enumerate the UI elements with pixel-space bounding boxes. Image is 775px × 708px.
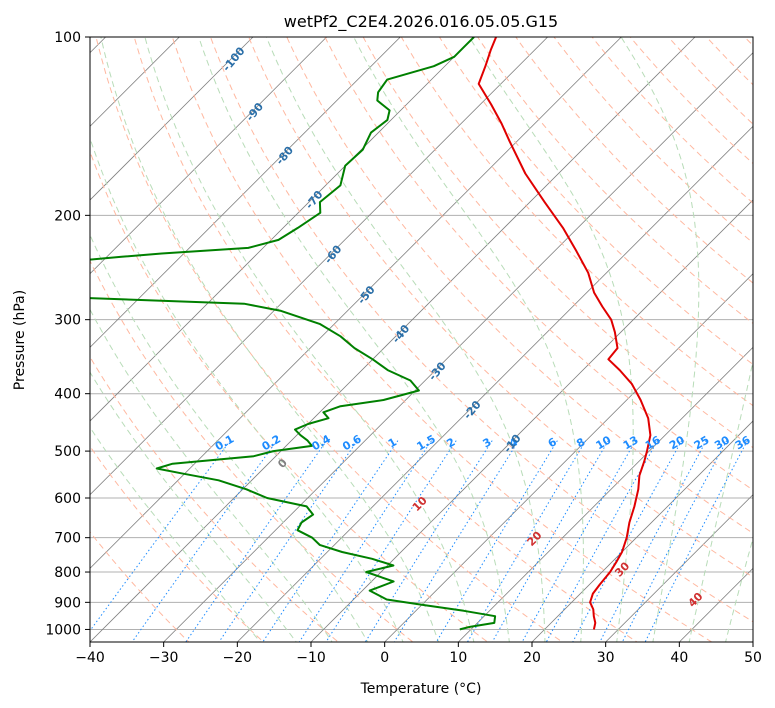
y-tick-label: 300: [54, 313, 81, 329]
dry-adiabat-line: [438, 37, 753, 366]
y-tick-label: 900: [54, 595, 81, 611]
x-tick-label: −10: [296, 650, 326, 666]
moist-adiabat-line: [725, 536, 753, 642]
moist-adiabat-line: [90, 426, 261, 642]
isotherm-line: [384, 273, 753, 642]
x-tick-label: 10: [449, 650, 467, 666]
chart-title: wetPf2_C2E4.2026.016.05.05.G15: [284, 12, 558, 32]
y-tick-label: 100: [54, 30, 81, 46]
isotherm-line: [90, 37, 622, 569]
mixing-ratio-line: [435, 440, 558, 642]
moist-adiabat-line: [265, 37, 546, 642]
x-tick-label: 30: [597, 650, 615, 666]
dry-adiabat-line: [629, 37, 753, 165]
dry-adiabat-line: [90, 259, 414, 642]
isotherm-line: [531, 420, 753, 642]
isotherm-line: [90, 37, 254, 201]
moist-adiabat-line: [353, 37, 584, 642]
sounding-traces: [90, 37, 652, 631]
mixing-ratio-line: [185, 440, 328, 642]
isotherm-line: [90, 37, 475, 422]
plot-frame: [89, 36, 754, 643]
x-tick-label: 50: [744, 650, 762, 666]
dry-adiabat-line: [400, 37, 753, 407]
x-axis: −40 −30 −20 −10 0 10 20 30 40 50: [75, 642, 762, 666]
dewpoint-trace: [90, 37, 497, 631]
dry-adiabat-line: [324, 37, 753, 491]
moist-adiabat-line: [688, 358, 753, 642]
moist-adiabat-line: [90, 308, 333, 642]
y-tick-label: 400: [54, 387, 81, 403]
isotherm-line: [163, 52, 753, 642]
mixing-ratio-line: [521, 440, 637, 642]
y-tick-label: 500: [54, 444, 81, 460]
isotherm-lines: [90, 37, 753, 642]
y-tick-label: 800: [54, 565, 81, 581]
x-tick-label: −40: [75, 650, 105, 666]
mixing-ratio-line: [599, 440, 707, 642]
isotherm-line: [90, 37, 696, 642]
dry-adiabat-line: [90, 531, 190, 642]
y-tick-label: 600: [54, 491, 81, 507]
isotherm-line: [90, 37, 548, 496]
dry-adiabat-line: [286, 37, 753, 534]
dry-adiabat-line: [477, 37, 753, 325]
plot-area: 0.1 0.2 0.4 0.6 1 1.5 2 3 4 6 8 10 13 16 20 25 30 36-100-…: [90, 37, 753, 642]
x-tick-label: −30: [149, 650, 179, 666]
dry-adiabat-line: [171, 37, 713, 642]
x-tick-label: 40: [670, 650, 688, 666]
x-axis-label: Temperature (°C): [360, 681, 482, 697]
moist-adiabat-line: [198, 37, 510, 642]
isotherm-line: [605, 494, 753, 642]
dry-adiabat-line: [248, 37, 753, 578]
x-tick-label: 20: [523, 650, 541, 666]
isotherm-line: [90, 37, 327, 275]
mixing-ratio-line: [572, 440, 683, 642]
mixing-ratio-line: [298, 440, 432, 642]
mixing-ratio-line: [545, 440, 659, 642]
mixing-ratio-line: [644, 440, 748, 642]
dry-adiabat-line: [90, 445, 265, 642]
temperature-trace: [477, 37, 652, 630]
moist-adiabat-line: [90, 136, 404, 642]
y-tick-label: 200: [54, 208, 81, 224]
isotherm-line: [90, 37, 401, 348]
dry-adiabat-lines: [90, 37, 753, 642]
mixing-ratio-line: [621, 440, 728, 642]
mixing-ratio-line: [466, 440, 587, 642]
y-tick-label: 700: [54, 531, 81, 547]
dry-adiabat-line: [591, 37, 753, 204]
mixing-ratio-line: [90, 440, 231, 632]
y-axis: 100 200 300 400 500 600 700 800 900 1000: [45, 30, 90, 638]
dry-adiabat-line: [515, 37, 753, 284]
isotherm-line: [237, 125, 753, 642]
isotherm-line: [458, 346, 753, 642]
moist-adiabat-line: [100, 37, 440, 642]
moist-adiabat-line: [90, 371, 297, 642]
mixing-ratio-line: [393, 440, 520, 642]
isobar-lines: [90, 37, 753, 630]
dry-adiabat-line: [362, 37, 753, 449]
x-tick-label: −20: [223, 650, 253, 666]
moist-adiabat-line: [620, 37, 700, 642]
dry-adiabat-line: [209, 37, 753, 623]
moist-adiabat-line: [468, 37, 634, 642]
y-axis-label: Pressure (hPa): [12, 290, 28, 390]
y-tick-label: 1000: [45, 622, 81, 638]
dry-adiabat-line: [133, 37, 638, 642]
mixing-ratio-line: [491, 440, 609, 642]
x-tick-label: 0: [380, 650, 389, 666]
moist-adiabat-line: [90, 233, 369, 642]
